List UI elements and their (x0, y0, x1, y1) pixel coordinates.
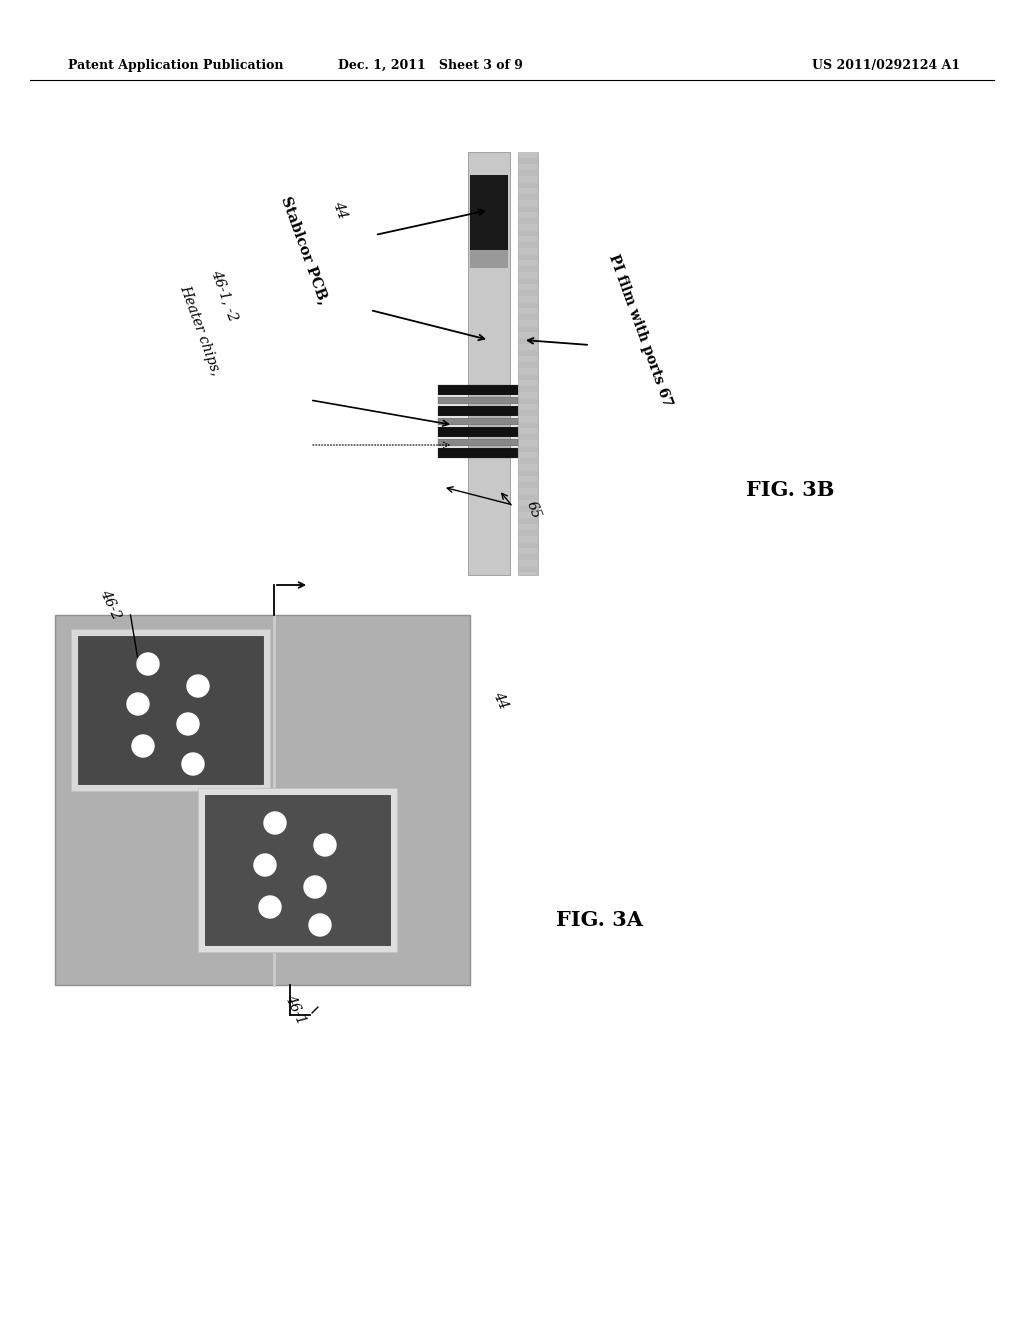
Text: Stablcor PCB,: Stablcor PCB, (279, 194, 331, 306)
Bar (519, 392, 537, 399)
Bar (519, 224, 537, 230)
Bar (519, 319, 537, 326)
Bar (519, 308, 537, 314)
Bar (519, 524, 537, 531)
Bar (519, 296, 537, 302)
Bar (519, 512, 537, 517)
Bar (519, 560, 537, 566)
Bar (78, 636, 263, 784)
Bar (438, 418, 518, 425)
Circle shape (182, 752, 204, 775)
Circle shape (137, 653, 159, 675)
Bar (438, 440, 518, 446)
Circle shape (264, 812, 286, 834)
Text: 46-1: 46-1 (282, 993, 308, 1027)
Bar (519, 356, 537, 362)
Text: 44: 44 (490, 689, 510, 711)
Bar (519, 260, 537, 267)
Bar (55, 615, 470, 985)
Bar (519, 488, 537, 494)
Circle shape (259, 896, 281, 917)
Text: 44: 44 (331, 199, 349, 220)
Text: 46-1, -2: 46-1, -2 (209, 268, 241, 322)
Bar (468, 152, 510, 576)
Circle shape (177, 713, 199, 735)
Text: FIG. 3B: FIG. 3B (745, 480, 835, 500)
Circle shape (187, 675, 209, 697)
Bar (519, 248, 537, 253)
Circle shape (127, 693, 150, 715)
Text: Dec. 1, 2011   Sheet 3 of 9: Dec. 1, 2011 Sheet 3 of 9 (338, 58, 522, 71)
Bar (519, 213, 537, 218)
Circle shape (132, 735, 154, 756)
Bar (519, 465, 537, 470)
Bar (519, 272, 537, 279)
Bar (519, 416, 537, 422)
Bar (519, 236, 537, 242)
Bar (438, 426, 518, 437)
Bar (519, 428, 537, 434)
Bar (519, 451, 537, 458)
Circle shape (254, 854, 276, 876)
Bar (519, 333, 537, 338)
Bar (519, 345, 537, 350)
Bar (205, 795, 390, 945)
Text: Heater chips,: Heater chips, (177, 282, 223, 378)
Circle shape (309, 913, 331, 936)
Bar (438, 397, 518, 404)
Bar (519, 380, 537, 385)
Bar (519, 176, 537, 182)
Bar (519, 536, 537, 543)
Text: FIG. 3A: FIG. 3A (556, 909, 643, 931)
Bar (519, 440, 537, 446)
Bar (519, 152, 537, 158)
Bar (519, 164, 537, 170)
Bar (71, 630, 270, 791)
Bar (519, 404, 537, 411)
Bar (519, 548, 537, 554)
Circle shape (314, 834, 336, 855)
Bar (519, 477, 537, 482)
Text: US 2011/0292124 A1: US 2011/0292124 A1 (812, 58, 961, 71)
Bar (519, 201, 537, 206)
Bar (438, 407, 518, 416)
Bar (438, 385, 518, 395)
Bar (519, 500, 537, 506)
Text: Patent Application Publication: Patent Application Publication (68, 58, 284, 71)
Bar (470, 249, 508, 268)
Bar (198, 788, 397, 952)
Text: 65: 65 (523, 499, 543, 520)
Bar (519, 368, 537, 374)
Bar (519, 284, 537, 290)
Bar (518, 152, 538, 576)
Bar (519, 187, 537, 194)
Text: PI film with ports 67: PI film with ports 67 (606, 252, 674, 408)
Bar (438, 447, 518, 458)
Text: 46-2: 46-2 (97, 587, 123, 622)
Bar (519, 572, 537, 576)
Circle shape (304, 876, 326, 898)
Bar (470, 176, 508, 249)
